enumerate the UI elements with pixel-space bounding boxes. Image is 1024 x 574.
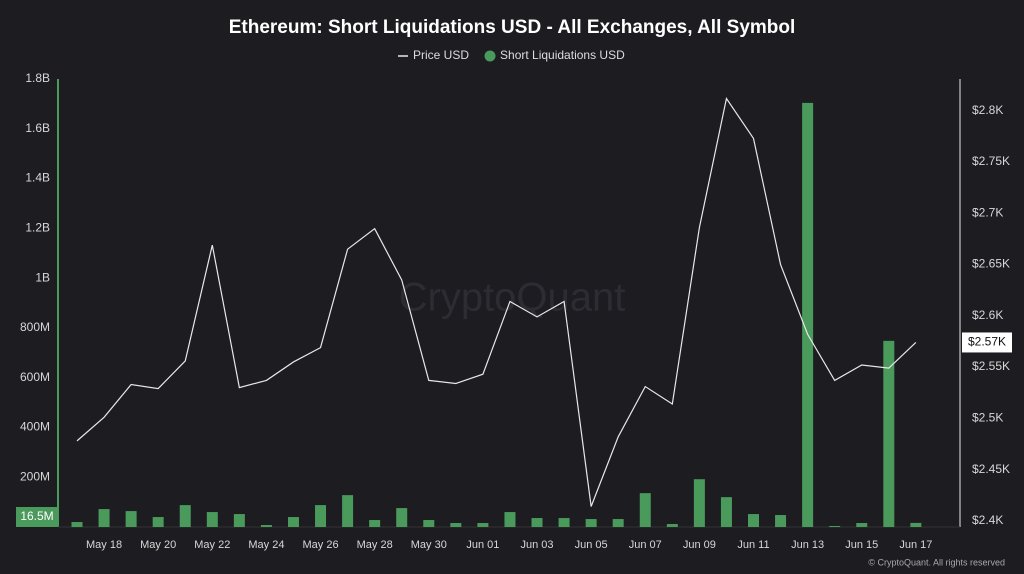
x-tick-label: May 24 <box>248 539 284 551</box>
x-tick-label: Jun 09 <box>683 539 716 551</box>
bar <box>775 515 787 527</box>
bar <box>883 340 895 527</box>
bar <box>98 509 110 527</box>
y-tick-label: 800M <box>20 320 50 334</box>
y-tick-label: 200M <box>20 469 50 483</box>
y2-tick-label: $2.7K <box>972 205 1003 219</box>
y-tick-label: 1.8B <box>25 71 50 85</box>
y-tick-label: 1.4B <box>25 171 50 185</box>
x-tick-label: May 22 <box>194 539 230 551</box>
current-price-label: $2.57K <box>968 335 1006 349</box>
watermark: CryptoQuant <box>399 276 626 320</box>
bar <box>612 519 624 527</box>
bar <box>693 479 705 527</box>
x-tick-label: Jun 01 <box>466 539 499 551</box>
y-tick-label: 1.2B <box>25 221 50 235</box>
current-value-label: 16.5M <box>20 509 53 523</box>
bar <box>315 505 327 527</box>
y2-tick-label: $2.6K <box>972 308 1003 322</box>
x-tick-label: May 30 <box>411 539 447 551</box>
bar <box>423 520 435 527</box>
bar <box>206 512 218 527</box>
bar <box>558 518 570 527</box>
y2-tick-label: $2.5K <box>972 411 1003 425</box>
bar <box>829 526 841 527</box>
bar <box>342 495 354 527</box>
x-tick-label: Jun 05 <box>575 539 608 551</box>
bar <box>71 522 83 527</box>
bar <box>585 519 597 527</box>
current-value-box <box>16 507 58 527</box>
bar <box>179 505 191 527</box>
x-tick-label: Jun 15 <box>845 539 878 551</box>
bar <box>531 518 543 527</box>
x-tick-label: May 20 <box>140 539 176 551</box>
bar <box>639 493 651 527</box>
y-tick-label: 400M <box>20 420 50 434</box>
bar <box>125 511 137 527</box>
x-tick-label: May 26 <box>303 539 339 551</box>
y-tick-label: 1B <box>35 270 50 284</box>
bar <box>720 497 732 527</box>
x-tick-label: Jun 07 <box>629 539 662 551</box>
current-price-box <box>962 332 1012 353</box>
y2-tick-label: $2.4K <box>972 513 1003 527</box>
legend-label: Price USD <box>413 48 469 62</box>
y2-tick-label: $2.65K <box>972 257 1010 271</box>
bar <box>233 514 245 527</box>
y2-tick-label: $2.75K <box>972 154 1010 168</box>
bar <box>260 525 272 527</box>
legend-label: Short Liquidations USD <box>500 48 625 62</box>
price-line <box>76 96 917 507</box>
bar <box>369 520 381 527</box>
y-tick-label: 600M <box>20 370 50 384</box>
bar <box>666 524 678 527</box>
x-tick-label: May 18 <box>86 539 122 551</box>
bar <box>396 508 408 527</box>
legend-swatch <box>484 50 496 62</box>
y2-tick-label: $2.55K <box>972 359 1010 373</box>
x-tick-label: Jun 13 <box>791 539 824 551</box>
x-tick-label: Jun 11 <box>737 539 769 551</box>
bar <box>152 517 164 527</box>
bar <box>856 523 868 527</box>
y2-tick-label: $2.8K <box>972 103 1003 117</box>
footer: © CryptoQuant. All rights reserved <box>868 557 1005 567</box>
y-tick-label: 1.6B <box>25 121 50 135</box>
bar <box>910 522 922 527</box>
x-tick-label: May 28 <box>357 539 393 551</box>
bar <box>802 102 814 527</box>
x-tick-label: Jun 17 <box>899 539 932 551</box>
x-tick-label: Jun 03 <box>521 539 554 551</box>
bar <box>450 523 462 527</box>
y2-tick-label: $2.45K <box>972 462 1010 476</box>
chart-title: Ethereum: Short Liquidations USD - All E… <box>229 17 796 38</box>
bar <box>287 517 299 527</box>
bar <box>477 523 489 527</box>
bar <box>504 512 516 527</box>
bar <box>748 514 759 527</box>
